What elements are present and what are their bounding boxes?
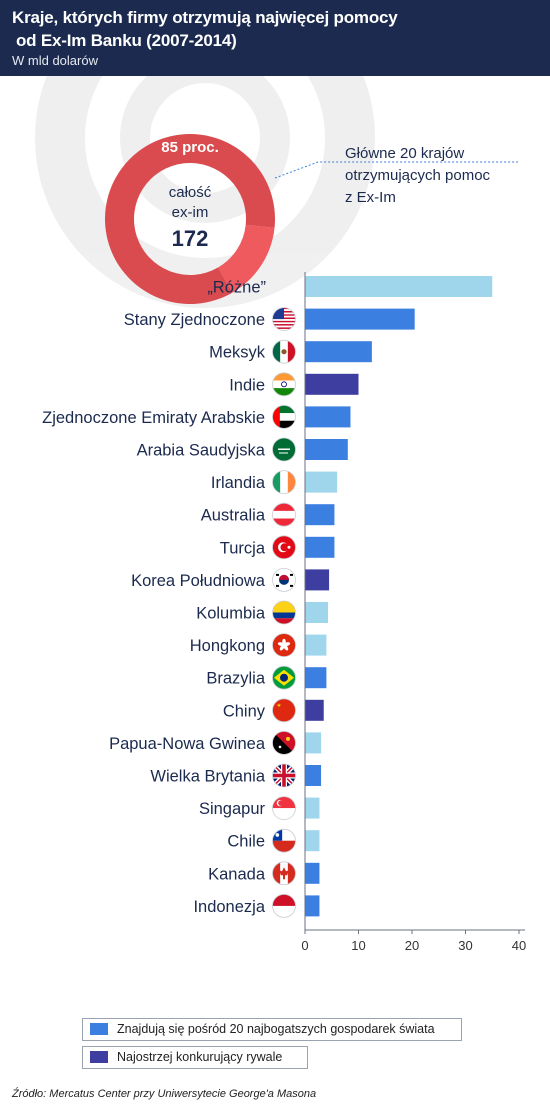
donut-annotation-line: otrzymujących pomoc	[345, 167, 491, 184]
donut-chart: 85 proc. całość ex-im 172	[105, 133, 276, 304]
decor-ring-inner	[120, 76, 290, 223]
bar-pg	[305, 732, 322, 754]
bar-tr	[305, 536, 335, 558]
flag-sg-icon	[272, 796, 296, 820]
bar-co	[305, 602, 329, 623]
chart-subtitle: W mld dolarów	[12, 53, 98, 68]
legend-label-rival: Najostrzej konkurujący rywale	[117, 1050, 283, 1064]
category-label: Hongkong	[190, 637, 265, 655]
category-label: Papua-Nowa Gwinea	[109, 735, 266, 753]
x-tick-label: 30	[458, 938, 472, 953]
flag-ie-icon	[272, 470, 296, 495]
donut-slice-rest	[218, 224, 275, 293]
donut-annotation-line: Główne 20 krajów	[345, 145, 464, 162]
bar-gb	[305, 765, 322, 786]
flag-co-icon	[272, 600, 296, 625]
category-label: Brazylia	[206, 670, 266, 688]
bar-ae	[305, 406, 351, 428]
donut-slice-main	[105, 133, 276, 304]
donut-share-label: 85 proc.	[161, 139, 219, 156]
category-label: Stany Zjednoczone	[124, 311, 265, 329]
category-label: Singapur	[199, 800, 266, 818]
donut-annotation-line: z Ex-Im	[345, 189, 396, 206]
category-label: Kanada	[208, 865, 266, 883]
flag-us-icon	[272, 307, 296, 332]
category-label: Australia	[201, 507, 266, 525]
category-label: Kolumbia	[196, 605, 266, 623]
bar-in	[305, 373, 359, 395]
chart-title-line1: Kraje, których firmy otrzymują najwięcej…	[12, 8, 398, 27]
flag-ca-icon	[272, 861, 296, 886]
flag-tr-icon	[272, 535, 296, 560]
legend-item-rival: Najostrzej konkurujący rywale	[82, 1046, 308, 1069]
bar-sa	[305, 439, 348, 460]
flag-hk-icon	[272, 633, 296, 657]
category-label: Wielka Brytania	[150, 768, 265, 786]
legend-label-top20: Znajdują się pośród 20 najbogatszych gos…	[117, 1022, 435, 1036]
bar-ie	[305, 471, 338, 493]
category-label: Irlandia	[211, 474, 266, 492]
bar-sg	[305, 797, 320, 819]
donut-callout-line	[274, 161, 518, 179]
category-label: Chile	[227, 833, 265, 851]
flag-sa-icon	[272, 437, 296, 462]
background-decoration	[35, 76, 375, 308]
category-label: „Różne”	[207, 279, 266, 297]
flag-at-icon	[272, 502, 296, 527]
bar-us	[305, 308, 415, 330]
bar-ca	[305, 862, 320, 884]
x-tick-label: 0	[301, 938, 308, 953]
x-tick-label: 20	[405, 938, 419, 953]
bar-at	[305, 504, 335, 526]
bar-kr	[305, 569, 330, 591]
flag-ae-icon	[272, 404, 296, 429]
category-label: Chiny	[223, 702, 266, 720]
category-label: Zjednoczone Emiraty Arabskie	[42, 409, 265, 427]
bar-id	[305, 895, 320, 917]
bar-cl	[305, 830, 320, 852]
donut-center-line1: całość	[169, 184, 212, 201]
chart-title-line2: od Ex-Im Banku (2007-2014)	[16, 31, 237, 50]
flag-id-icon	[272, 894, 296, 918]
category-label: Indonezja	[193, 898, 265, 916]
legend-item-top20: Znajdują się pośród 20 najbogatszych gos…	[82, 1018, 462, 1041]
bar-hk	[305, 634, 327, 656]
category-label: Indie	[229, 376, 265, 394]
chart-canvas: 85 proc. całość ex-im 172 Główne 20 krajów ot…	[35, 76, 526, 953]
category-label: Arabia Saudyjska	[137, 442, 266, 460]
flag-cn-icon	[272, 698, 296, 723]
donut-center-line2: ex-im	[172, 204, 209, 221]
flag-in-icon	[272, 372, 296, 397]
category-label: Meksyk	[209, 344, 266, 362]
category-label: Korea Południowa	[131, 572, 266, 590]
header: Kraje, których firmy otrzymują najwięcej…	[0, 0, 550, 76]
x-tick-label: 40	[512, 938, 526, 953]
bar-chart: „Różne” Stany Zjednoczone Meksyk Indie Zjedn…	[42, 272, 526, 953]
bar-br	[305, 667, 327, 689]
flag-pg-icon	[272, 731, 296, 755]
x-tick-label: 10	[351, 938, 365, 953]
donut-center-value: 172	[172, 226, 209, 251]
category-label: Turcja	[220, 539, 266, 557]
bar-none	[305, 276, 493, 297]
flag-cl-icon	[272, 828, 296, 853]
legend-swatch-top20	[90, 1023, 108, 1035]
source-note: Źródło: Mercatus Center przy Uniwersytec…	[12, 1088, 317, 1100]
flag-br-icon	[272, 665, 296, 690]
bar-mx	[305, 341, 372, 363]
flag-kr-icon	[272, 567, 296, 592]
flag-gb-icon	[272, 763, 296, 788]
decor-ring-outer	[35, 76, 375, 308]
bar-cn	[305, 699, 324, 721]
flag-mx-icon	[272, 339, 296, 364]
legend-swatch-rival	[90, 1051, 108, 1063]
